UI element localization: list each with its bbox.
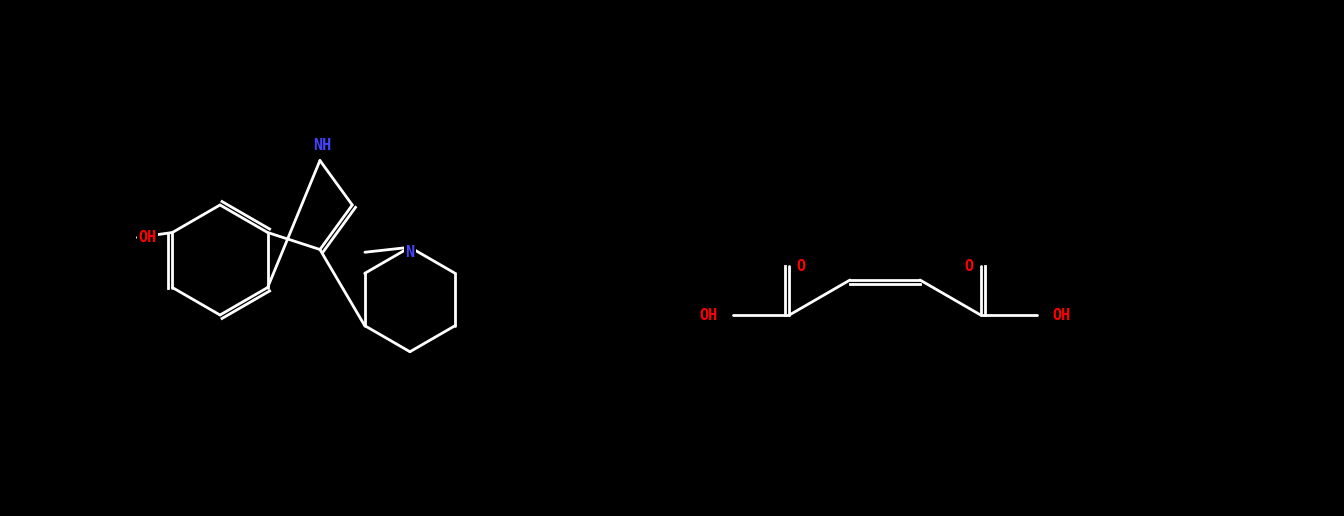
Text: N: N — [406, 245, 414, 260]
Text: O: O — [964, 259, 973, 273]
Text: O: O — [797, 259, 806, 273]
Text: NH: NH — [313, 138, 331, 153]
Text: OH: OH — [699, 308, 718, 322]
Text: OH: OH — [138, 230, 156, 245]
Text: OH: OH — [1052, 308, 1071, 322]
